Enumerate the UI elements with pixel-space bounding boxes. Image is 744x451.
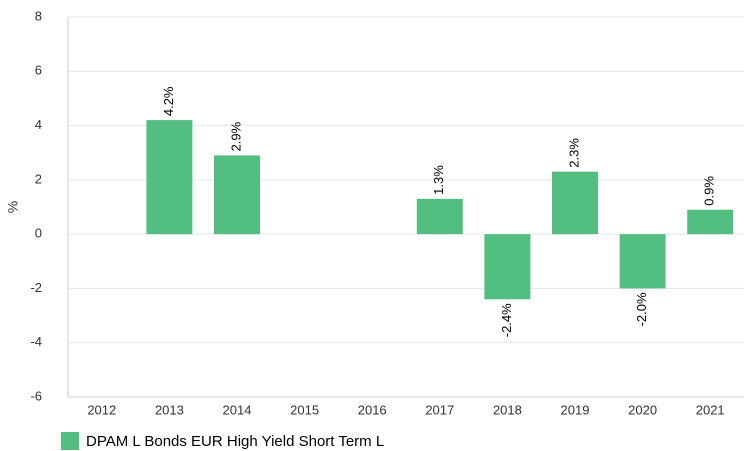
- x-tick-label: 2017: [425, 402, 454, 417]
- y-axis-label: %: [5, 201, 21, 213]
- y-tick-label: 0: [35, 226, 42, 241]
- bar: [619, 234, 666, 289]
- x-tick-label: 2021: [696, 402, 725, 417]
- bar: [484, 234, 531, 300]
- bar: [552, 171, 598, 235]
- legend-label: DPAM L Bonds EUR High Yield Short Term L: [86, 433, 384, 450]
- data-label: 0.9%: [702, 176, 717, 206]
- data-label: 1.3%: [431, 165, 446, 195]
- x-tick-label: 2018: [493, 402, 522, 417]
- legend-swatch: [61, 432, 79, 450]
- bar: [146, 120, 193, 235]
- y-tick-label: -2: [30, 280, 42, 295]
- data-label: -2.0%: [634, 292, 649, 326]
- x-tick-label: 2013: [155, 402, 184, 417]
- data-label: 4.2%: [161, 86, 176, 116]
- bar: [214, 155, 260, 235]
- x-tick-label: 2014: [223, 402, 252, 417]
- bar: [687, 209, 734, 235]
- x-tick-label: 2015: [290, 402, 319, 417]
- x-tick-label: 2019: [561, 402, 590, 417]
- data-label: 2.3%: [566, 138, 581, 168]
- y-tick-label: 6: [35, 63, 42, 78]
- bar: [416, 198, 463, 235]
- x-tick-label: 2016: [358, 402, 387, 417]
- data-label: -2.4%: [499, 303, 514, 337]
- data-label: 2.9%: [228, 121, 243, 151]
- y-tick-label: 2: [35, 171, 42, 186]
- y-tick-label: 8: [35, 8, 42, 23]
- y-tick-label: 4: [35, 117, 42, 132]
- x-tick-label: 2020: [628, 402, 657, 417]
- y-tick-label: -6: [30, 388, 42, 403]
- y-tick-label: -4: [30, 334, 42, 349]
- x-tick-label: 2012: [87, 402, 116, 417]
